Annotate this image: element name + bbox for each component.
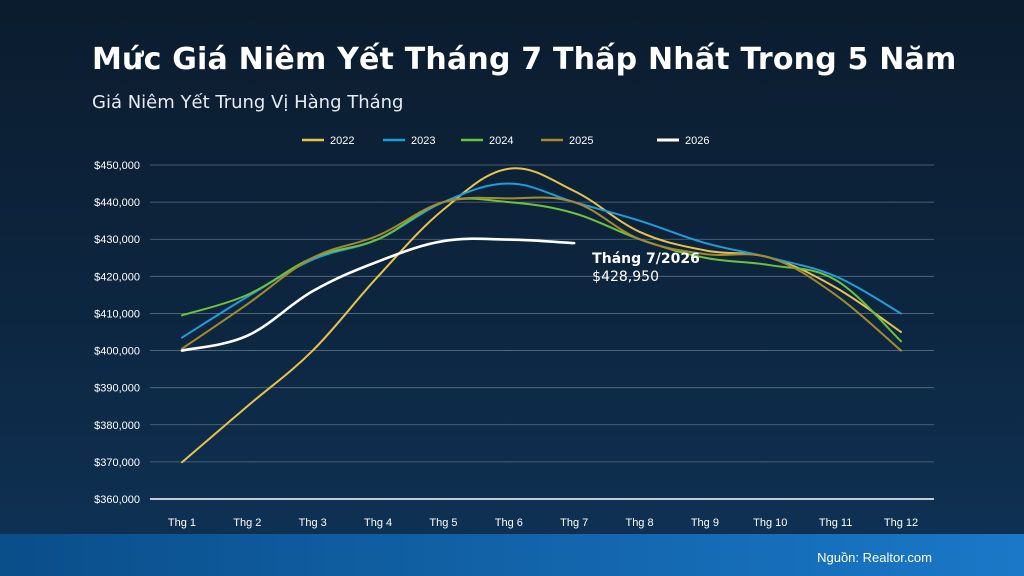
x-tick-label: Thg 10 bbox=[753, 517, 787, 529]
series-line-2026 bbox=[180, 237, 576, 352]
series-line-2024 bbox=[181, 197, 902, 343]
x-tick-label: Thg 11 bbox=[819, 517, 852, 529]
x-tick-label: Thg 5 bbox=[429, 517, 457, 529]
y-tick-label: $390,000 bbox=[94, 383, 140, 395]
legend-label-2023: 2023 bbox=[411, 135, 435, 147]
x-tick-label: Thg 1 bbox=[168, 517, 196, 529]
y-tick-label: $430,000 bbox=[94, 234, 140, 246]
y-tick-label: $440,000 bbox=[94, 197, 140, 209]
x-tick-label: Thg 9 bbox=[691, 517, 719, 529]
y-tick-label: $370,000 bbox=[94, 457, 140, 469]
x-tick-label: Thg 12 bbox=[884, 517, 918, 529]
chart-subtitle: Giá Niêm Yết Trung Vị Hàng Tháng bbox=[92, 92, 404, 113]
y-tick-label: $450,000 bbox=[94, 160, 140, 172]
series-line-2022 bbox=[181, 167, 902, 464]
x-tick-label: Thg 8 bbox=[625, 517, 653, 529]
legend-label-2024: 2024 bbox=[489, 135, 513, 147]
source-label: Nguồn: Realtor.com bbox=[817, 550, 932, 565]
x-tick-label: Thg 6 bbox=[495, 517, 523, 529]
chart-title: Mức Giá Niêm Yết Tháng 7 Thấp Nhất Trong… bbox=[92, 42, 957, 77]
x-tick-label: Thg 4 bbox=[364, 517, 392, 529]
annotation-value: $428,950 bbox=[592, 269, 659, 285]
y-tick-label: $400,000 bbox=[94, 346, 140, 358]
x-tick-label: Thg 2 bbox=[233, 517, 261, 529]
legend-label-2022: 2022 bbox=[330, 135, 354, 147]
y-tick-label: $420,000 bbox=[94, 271, 140, 283]
annotation-label: Tháng 7/2026 bbox=[592, 251, 700, 267]
legend-label-2026: 2026 bbox=[685, 135, 709, 147]
y-tick-label: $380,000 bbox=[94, 420, 140, 432]
y-tick-label: $410,000 bbox=[94, 308, 140, 320]
legend-label-2025: 2025 bbox=[569, 135, 593, 147]
x-tick-label: Thg 3 bbox=[299, 517, 327, 529]
series-line-2025 bbox=[181, 196, 902, 352]
footer-bar bbox=[0, 534, 1024, 576]
y-tick-label: $360,000 bbox=[94, 494, 140, 506]
x-tick-label: Thg 7 bbox=[560, 517, 588, 529]
line-chart: $360,000 $370,000 $380,000 $390,000 $400,000… bbox=[94, 135, 934, 529]
